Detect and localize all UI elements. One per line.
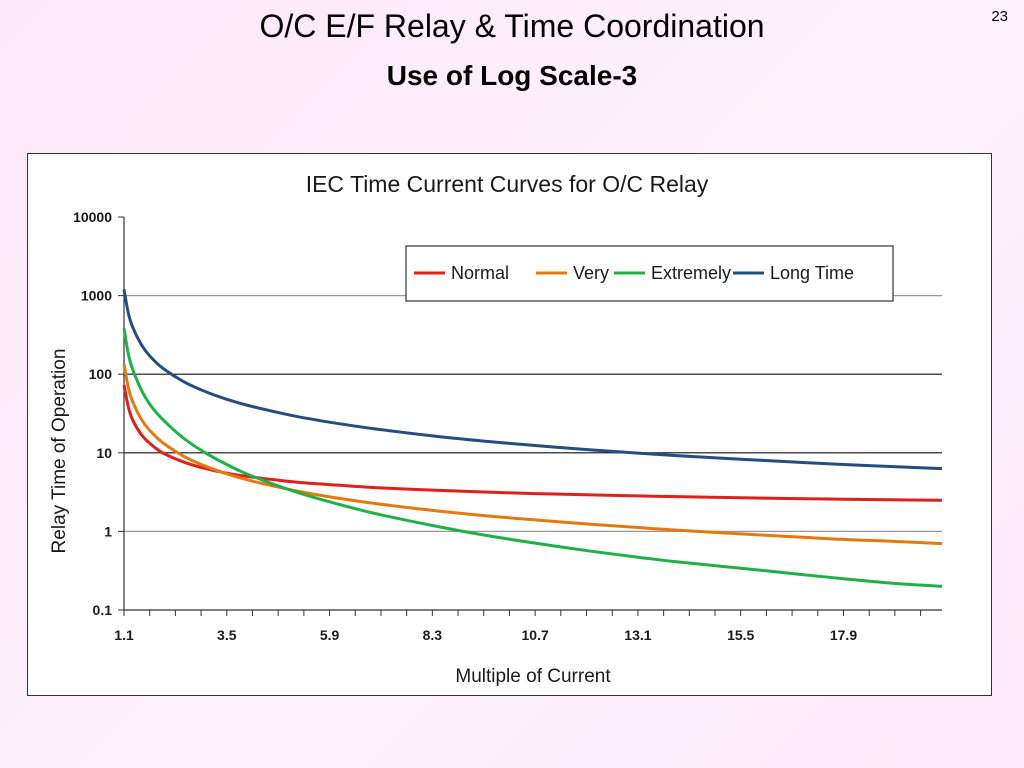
plot-grid bbox=[124, 295, 942, 532]
x-axis: 1.1 3.5 5.9 8.3 10.7 13.1 15.5 17.9 bbox=[114, 609, 942, 643]
y-tick-label: 10 bbox=[96, 445, 112, 461]
x-tick-label: 3.5 bbox=[217, 627, 237, 643]
y-tick-label: 0.1 bbox=[93, 602, 113, 618]
slide-subtitle: Use of Log Scale-3 bbox=[386, 60, 638, 91]
legend-label-extremely: Extremely bbox=[651, 263, 731, 283]
y-tick-label: 1 bbox=[104, 523, 112, 539]
page-number: 23 bbox=[991, 8, 1008, 25]
series-line-long-time bbox=[122, 289, 943, 471]
x-tick-label: 5.9 bbox=[320, 627, 340, 643]
slide-title: O/C E/F Relay & Time Coordination bbox=[259, 8, 765, 44]
x-tick-label: 10.7 bbox=[522, 627, 549, 643]
x-tick-label: 1.1 bbox=[114, 627, 134, 643]
legend-box bbox=[405, 245, 894, 302]
series-line-extremely bbox=[122, 328, 943, 588]
x-tick-label: 17.9 bbox=[830, 627, 857, 643]
y-axis-label: Relay Time of Operation bbox=[49, 349, 70, 554]
y-tick-label: 10000 bbox=[73, 209, 112, 225]
legend-label-normal: Normal bbox=[451, 263, 509, 283]
x-tick-label: 13.1 bbox=[624, 627, 651, 643]
series-line-normal bbox=[122, 384, 943, 502]
legend: Normal Very Extremely Long Time bbox=[405, 245, 894, 302]
chart-title: IEC Time Current Curves for O/C Relay bbox=[306, 171, 709, 197]
x-axis-label: Multiple of Current bbox=[455, 666, 611, 687]
legend-label-very: Very bbox=[573, 263, 609, 283]
x-tick-label: 15.5 bbox=[727, 627, 754, 643]
x-tick-label: 8.3 bbox=[423, 627, 443, 643]
series-line-very bbox=[122, 363, 943, 546]
legend-label-long-time: Long Time bbox=[770, 263, 854, 283]
series-lines bbox=[122, 289, 943, 588]
chart-frame: IEC Time Current Curves for O/C Relay Mu… bbox=[27, 153, 992, 696]
chart-svg: IEC Time Current Curves for O/C Relay Mu… bbox=[49, 171, 943, 687]
y-tick-label: 1000 bbox=[81, 288, 112, 304]
y-tick-label: 100 bbox=[89, 366, 113, 382]
y-axis: 0.1 1 10 100 1000 10000 bbox=[73, 209, 125, 618]
